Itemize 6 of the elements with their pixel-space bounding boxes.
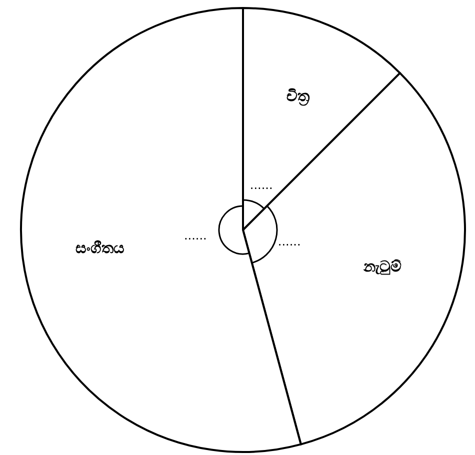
text: ...... [278,234,301,249]
slice-label: සංගීතය [75,239,124,258]
text: ...... [184,228,207,243]
text: ...... [250,178,273,192]
slice-label: චිත්‍ර [286,86,311,107]
slice-label: නැටුම් [362,257,402,276]
